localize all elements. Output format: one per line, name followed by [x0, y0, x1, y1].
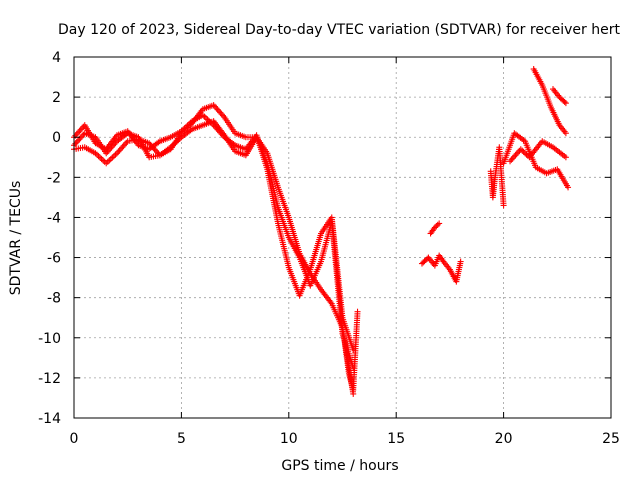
y-tick-label: -4: [47, 210, 61, 226]
series-track-d: [341, 308, 361, 393]
data-point: [106, 157, 113, 164]
data-point: [513, 150, 520, 157]
data-point: [122, 141, 129, 148]
data-point: [95, 153, 102, 160]
data-point: [217, 109, 224, 116]
series-track-k: [550, 86, 569, 107]
data-point: [110, 153, 117, 160]
data-point: [522, 150, 529, 157]
data-point: [509, 155, 516, 162]
data-point: [520, 148, 527, 155]
data-point: [201, 113, 208, 120]
x-tick-label: 0: [70, 431, 79, 447]
data-point: [112, 151, 119, 158]
data-point: [75, 137, 82, 144]
y-tick-label: -12: [38, 371, 61, 387]
x-axis-ticks: 0 5 10 15 20 25: [70, 57, 620, 447]
data-point: [433, 223, 440, 230]
data-point: [109, 154, 116, 161]
data-point: [431, 224, 438, 231]
x-tick-label: 10: [280, 431, 298, 447]
x-tick-label: 15: [387, 431, 405, 447]
data-point: [77, 126, 84, 133]
data-point: [98, 155, 105, 162]
data-point: [97, 154, 104, 161]
data-point: [75, 129, 82, 136]
data-point: [115, 148, 122, 155]
y-tick-label: -8: [47, 291, 61, 307]
data-point: [512, 152, 519, 159]
data-point: [436, 220, 443, 227]
data-point: [562, 154, 569, 161]
x-tick-label: 20: [495, 431, 513, 447]
x-tick-label: 5: [177, 431, 186, 447]
data-point: [103, 160, 110, 167]
data-point: [100, 157, 107, 164]
series-track-h: [500, 130, 572, 191]
data-point: [104, 158, 111, 165]
data-point: [561, 98, 568, 105]
y-tick-label: -2: [47, 170, 61, 186]
chart-title: Day 120 of 2023, Sidereal Day-to-day VTE…: [58, 22, 620, 38]
plot-frame: [73, 56, 612, 419]
data-point: [107, 155, 114, 162]
series-track-j: [530, 66, 569, 137]
data-point: [76, 128, 83, 135]
data-point: [72, 140, 79, 147]
data-points: [71, 66, 572, 397]
y-tick-label: 0: [52, 130, 61, 146]
x-axis-title: GPS time / hours: [281, 458, 398, 474]
y-tick-label: 4: [52, 50, 61, 66]
data-point: [523, 151, 530, 158]
data-point: [72, 132, 79, 139]
y-axis-title: SDTVAR / TECUs: [8, 181, 24, 296]
data-point: [73, 131, 80, 138]
y-tick-label: -6: [47, 251, 61, 267]
series-track-f: [427, 220, 443, 237]
data-point: [562, 100, 569, 107]
grid-lines: [74, 57, 611, 418]
y-tick-label: -14: [38, 411, 61, 427]
data-point: [565, 184, 572, 191]
series-track-g: [487, 144, 507, 209]
series-track-e: [418, 252, 464, 285]
series-track-i: [507, 138, 569, 165]
data-point: [113, 150, 120, 157]
data-point: [500, 202, 507, 209]
data-point: [519, 147, 526, 154]
data-point: [434, 221, 441, 228]
data-point: [120, 142, 127, 149]
series-track-b: [71, 118, 357, 371]
data-point: [117, 145, 124, 152]
data-point: [511, 153, 518, 160]
y-tick-label: 2: [52, 90, 61, 106]
data-point: [562, 130, 569, 137]
data-point: [517, 146, 524, 153]
data-point: [211, 103, 218, 110]
x-tick-label: 25: [602, 431, 620, 447]
data-point: [77, 134, 84, 141]
y-axis-ticks: 4 2 0 -2 -4 -6 -8 -10 -12 -14: [38, 50, 611, 427]
data-point: [354, 308, 361, 315]
series-track-c: [71, 112, 357, 353]
data-point: [214, 106, 221, 113]
data-point: [218, 111, 225, 118]
data-point: [215, 108, 222, 115]
data-point: [79, 125, 86, 132]
data-point: [508, 156, 515, 163]
data-point: [457, 258, 464, 265]
data-point: [119, 144, 126, 151]
data-point: [73, 139, 80, 146]
y-tick-label: -10: [38, 331, 61, 347]
data-point: [116, 147, 123, 154]
